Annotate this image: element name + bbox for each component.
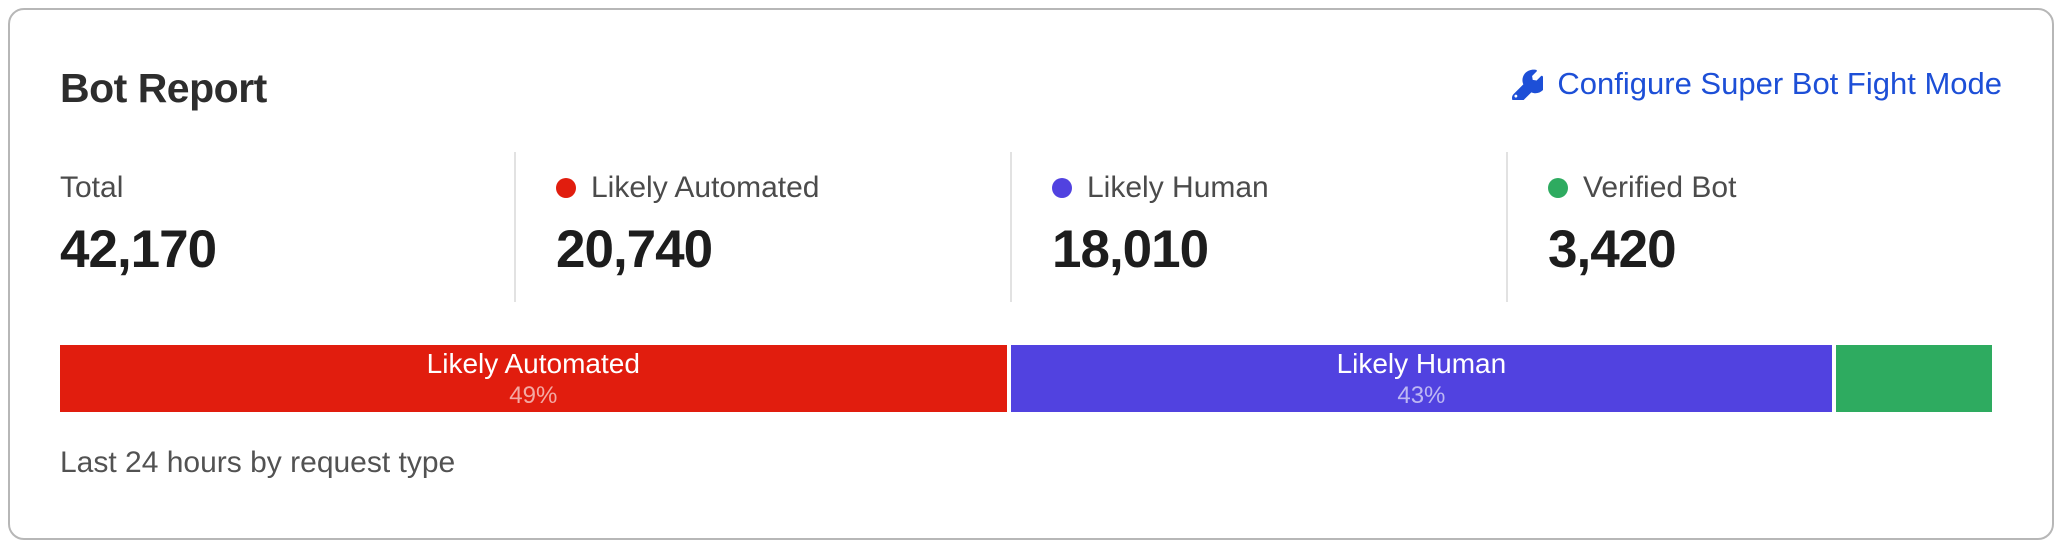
bar-segment-likely-human: Likely Human 43% xyxy=(1010,345,1833,412)
stat-likely-human-value: 18,010 xyxy=(1052,220,1209,279)
likely-automated-legend-dot-icon xyxy=(556,178,576,198)
request-type-stacked-bar: Likely Automated 49% Likely Human 43% xyxy=(60,345,1992,412)
stat-verified-bot-label: Verified Bot xyxy=(1583,171,1737,204)
likely-human-legend-dot-icon xyxy=(1052,178,1072,198)
bar-segment-likely-automated: Likely Automated 49% xyxy=(60,345,1007,412)
stat-total-label: Total xyxy=(60,171,124,204)
bar-segment-verified-bot xyxy=(1836,345,1992,412)
stat-total-value: 42,170 xyxy=(60,220,217,279)
bar-segment-likely-automated-percent: 49% xyxy=(509,381,558,409)
verified-bot-legend-dot-icon xyxy=(1548,178,1568,198)
stat-likely-automated-label-row: Likely Automated xyxy=(556,170,1010,206)
bar-segment-likely-human-label: Likely Human xyxy=(1336,347,1507,379)
stat-likely-human: Likely Human 18,010 xyxy=(1010,152,1506,302)
configure-link-label: Configure Super Bot Fight Mode xyxy=(1557,66,2002,101)
stat-verified-bot-value: 3,420 xyxy=(1548,220,1677,279)
card-title: Bot Report xyxy=(60,65,267,111)
stat-total: Total 42,170 xyxy=(60,152,514,302)
wrench-icon xyxy=(1512,69,1544,100)
stat-likely-automated-label: Likely Automated xyxy=(591,171,820,204)
bot-report-card: Bot Report Configure Super Bot Fight Mod… xyxy=(8,8,2054,540)
bar-segment-likely-human-percent: 43% xyxy=(1397,381,1446,409)
bar-segment-likely-automated-label: Likely Automated xyxy=(426,347,640,379)
configure-super-bot-fight-mode-link[interactable]: Configure Super Bot Fight Mode xyxy=(1512,64,2002,104)
stats-row: Total 42,170 Likely Automated 20,740 Lik… xyxy=(60,152,2002,302)
stat-likely-automated: Likely Automated 20,740 xyxy=(514,152,1010,302)
stat-total-label-row: Total xyxy=(60,170,514,206)
stat-likely-human-label: Likely Human xyxy=(1087,171,1269,204)
stat-likely-human-label-row: Likely Human xyxy=(1052,170,1506,206)
stat-verified-bot-label-row: Verified Bot xyxy=(1548,170,2002,206)
stat-verified-bot: Verified Bot 3,420 xyxy=(1506,152,2002,302)
card-header: Bot Report Configure Super Bot Fight Mod… xyxy=(60,64,2002,112)
chart-caption: Last 24 hours by request type xyxy=(60,446,456,479)
stat-likely-automated-value: 20,740 xyxy=(556,220,713,279)
